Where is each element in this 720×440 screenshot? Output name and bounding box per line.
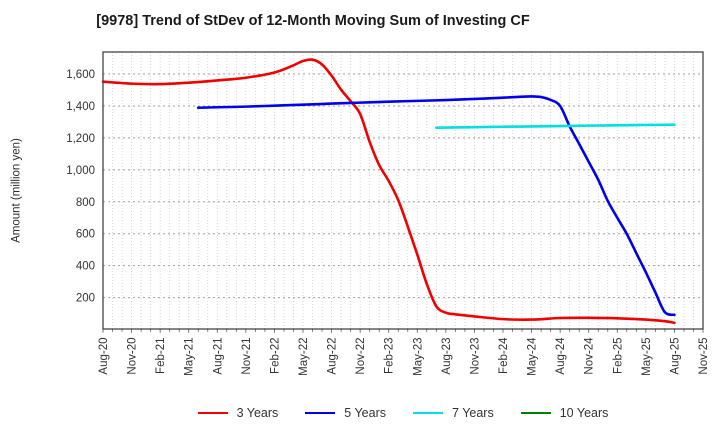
x-tick-label: Aug-20 xyxy=(98,338,110,375)
y-tick-labels: 200 400 600 800 1,000 1,200 1,400 1,600 xyxy=(66,69,95,305)
y-tick-label: 800 xyxy=(76,197,95,209)
x-tick-label: Nov-23 xyxy=(469,338,481,375)
chart-title: [9978] Trend of StDev of 12-Month Moving… xyxy=(96,13,530,29)
x-tick-label: Nov-22 xyxy=(355,338,367,375)
x-tick-label: May-24 xyxy=(527,337,539,376)
series-line-3-years xyxy=(101,58,676,325)
y-tick-label: 600 xyxy=(76,229,95,241)
x-tick-label: May-25 xyxy=(641,338,653,376)
legend-label-5-years: 5 Years xyxy=(344,405,387,420)
x-tick-label: Aug-21 xyxy=(212,338,224,375)
legend-line-icon-5-years xyxy=(305,412,336,414)
x-tick-label: Aug-25 xyxy=(669,338,681,375)
x-tick-label: Feb-23 xyxy=(384,338,396,374)
x-tick-label: Feb-25 xyxy=(612,338,624,374)
plot-border xyxy=(102,51,704,330)
legend: 3 Years 5 Years 7 Years 10 Years xyxy=(103,404,703,422)
x-tick-labels: Aug-20 Nov-20 Feb-21 May-21 Aug-21 Nov-21 Feb-… xyxy=(98,337,710,376)
x-tick-label: Nov-21 xyxy=(241,338,253,375)
y-axis-title: Amount (million yen) xyxy=(10,138,23,243)
legend-item-3-years: 3 Years xyxy=(197,405,279,420)
legend-item-7-years: 7 Years xyxy=(413,407,494,420)
legend-line-icon-7-years xyxy=(413,412,444,414)
series-lines xyxy=(101,58,676,325)
legend-item-5-years: 5 Years xyxy=(305,407,386,420)
x-tick-label: May-21 xyxy=(184,338,196,376)
x-tick-label: Feb-22 xyxy=(269,338,281,374)
x-tick-label: Nov-25 xyxy=(698,338,710,375)
x-tick-label: Aug-22 xyxy=(327,338,339,375)
y-tick-label: 1,000 xyxy=(66,165,95,177)
series-line-5-years xyxy=(196,95,676,317)
y-tick-label: 1,200 xyxy=(66,133,95,145)
x-tick-label: May-22 xyxy=(298,338,310,376)
x-tick-label: Feb-24 xyxy=(498,337,510,374)
x-tick-label: Nov-24 xyxy=(584,337,596,375)
x-tick-label: May-23 xyxy=(412,338,424,376)
legend-item-10-years: 10 Years xyxy=(520,405,609,420)
y-tick-label: 400 xyxy=(76,261,95,273)
x-tick-label: Aug-24 xyxy=(555,337,567,375)
series-line-7-years xyxy=(435,123,676,129)
legend-line-icon-10-years xyxy=(520,412,551,414)
legend-label-3-years: 3 Years xyxy=(236,405,279,420)
y-tick-label: 200 xyxy=(76,293,95,305)
x-tick-label: Feb-21 xyxy=(155,338,167,374)
y-tick-label: 1,400 xyxy=(66,101,95,113)
x-tick-label: Aug-23 xyxy=(441,338,453,375)
x-tick-label: Nov-20 xyxy=(127,338,139,375)
legend-label-7-years: 7 Years xyxy=(452,405,494,420)
legend-line-icon-3-years xyxy=(197,412,228,414)
legend-label-10-years: 10 Years xyxy=(559,405,609,420)
y-tick-label: 1,600 xyxy=(66,69,95,81)
gridlines xyxy=(102,52,704,329)
